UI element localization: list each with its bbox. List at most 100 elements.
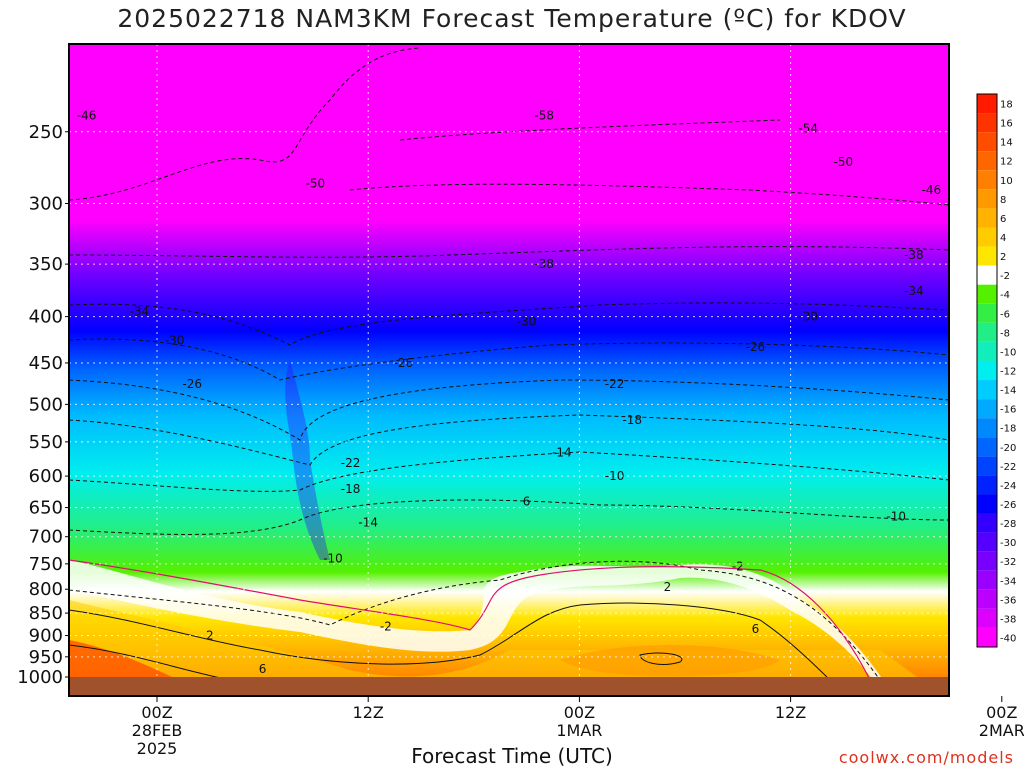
contour-line bbox=[69, 302, 949, 346]
colorbar-label: 8 bbox=[1000, 195, 1006, 206]
contour-line bbox=[69, 246, 949, 258]
colorbar-swatch bbox=[977, 589, 997, 609]
colorbar-swatch bbox=[977, 494, 997, 514]
contour-line bbox=[349, 183, 949, 206]
contour-label: -34 bbox=[904, 284, 924, 298]
colorbar-label: -36 bbox=[1000, 595, 1016, 606]
contour-line bbox=[69, 379, 949, 441]
colorbar-swatch bbox=[977, 475, 997, 495]
contour-label: -26 bbox=[394, 356, 414, 370]
warm-core-right bbox=[560, 645, 780, 677]
colorbar-label: -6 bbox=[1000, 309, 1010, 320]
credit-link[interactable]: coolwx.com/models bbox=[838, 748, 1014, 767]
contour-label: -22 bbox=[341, 456, 361, 470]
colorbar-label: 12 bbox=[1000, 157, 1013, 168]
x-axis-label: Forecast Time (UTC) bbox=[411, 744, 613, 768]
x-tick-label: 00Z bbox=[564, 703, 595, 722]
contour-label: -14 bbox=[552, 445, 572, 459]
x-tick-label: 00Z bbox=[141, 703, 172, 722]
contour-label: 6 bbox=[752, 622, 760, 636]
contour-line bbox=[69, 451, 949, 492]
colorbar-label: 16 bbox=[1000, 119, 1013, 130]
plot-fill-group bbox=[69, 44, 949, 696]
contour-label: -26 bbox=[746, 340, 766, 354]
colorbar-label: 2 bbox=[1000, 252, 1006, 263]
y-tick-label: 750 bbox=[29, 554, 63, 575]
x-tick-label: 00Z bbox=[986, 703, 1017, 722]
x-tick-label: 1MAR bbox=[556, 721, 602, 740]
contour-label: -58 bbox=[534, 109, 554, 123]
contour-label: 2 bbox=[664, 580, 672, 594]
colorbar-swatch bbox=[977, 341, 997, 361]
colorbar-swatch bbox=[977, 246, 997, 266]
colorbar-label: 18 bbox=[1000, 100, 1013, 111]
y-tick-label: 1000 bbox=[17, 667, 63, 688]
colorbar-swatch bbox=[977, 284, 997, 304]
colorbar-swatch bbox=[977, 303, 997, 323]
colorbar-label: 6 bbox=[1000, 214, 1006, 225]
contour-line bbox=[69, 499, 949, 535]
contour-label: -18 bbox=[622, 413, 642, 427]
x-tick-label: 12Z bbox=[353, 703, 384, 722]
chart-title: 2025022718 NAM3KM Forecast Temperature (… bbox=[117, 4, 907, 33]
colorbar-label: -2 bbox=[1000, 271, 1010, 282]
colorbar-swatch bbox=[977, 170, 997, 190]
contour-label: -18 bbox=[341, 482, 361, 496]
colorbar-swatch bbox=[977, 265, 997, 285]
colorbar-label: -32 bbox=[1000, 557, 1016, 568]
colorbar-label: -8 bbox=[1000, 328, 1010, 339]
ground-strip bbox=[69, 677, 949, 696]
colorbar-label: -12 bbox=[1000, 367, 1016, 378]
colorbar-swatch bbox=[977, 380, 997, 400]
y-tick-label: 850 bbox=[29, 603, 63, 624]
colorbar-swatch bbox=[977, 208, 997, 228]
contour-label: -14 bbox=[358, 515, 378, 529]
contour-label: -2 bbox=[380, 620, 392, 634]
colorbar-label: -10 bbox=[1000, 347, 1016, 358]
colorbar-swatch bbox=[977, 322, 997, 342]
contour-line bbox=[399, 119, 781, 141]
contour-label: 6 bbox=[523, 494, 531, 508]
contour-label: -10 bbox=[323, 552, 343, 566]
colorbar-label: -14 bbox=[1000, 386, 1016, 397]
contour-label: 2 bbox=[206, 629, 214, 643]
colorbar-swatch bbox=[977, 532, 997, 552]
colorbar-label: -28 bbox=[1000, 519, 1016, 530]
colorbar-label: 14 bbox=[1000, 138, 1013, 149]
colorbar-label: -30 bbox=[1000, 538, 1016, 549]
y-tick-label: 950 bbox=[29, 647, 63, 668]
contour-line bbox=[69, 414, 949, 466]
x-tick-label: 12Z bbox=[775, 703, 806, 722]
contour-line bbox=[69, 338, 949, 381]
contour-label: -46 bbox=[922, 183, 942, 197]
grid-group bbox=[69, 44, 1003, 677]
colorbar-swatch bbox=[977, 551, 997, 571]
freezing-line bbox=[69, 559, 871, 681]
colorbar-swatch bbox=[977, 570, 997, 590]
y-tick-label: 350 bbox=[29, 254, 63, 275]
colorbar-swatch bbox=[977, 627, 997, 647]
contour-label: -26 bbox=[182, 377, 202, 391]
y-tick-label: 700 bbox=[29, 527, 63, 548]
contour-label: -46 bbox=[77, 109, 97, 123]
contour-line bbox=[639, 652, 683, 665]
contour-label: -22 bbox=[605, 377, 625, 391]
colorbar-label: -18 bbox=[1000, 424, 1016, 435]
colorbar-label: -24 bbox=[1000, 481, 1016, 492]
colorbar-label: -34 bbox=[1000, 576, 1016, 587]
y-tick-label: 250 bbox=[29, 122, 63, 143]
colorbar-label: -4 bbox=[1000, 290, 1010, 301]
colorbar-swatch bbox=[977, 227, 997, 247]
x-tick-label: 2025 bbox=[137, 739, 178, 758]
y-tick-label: 550 bbox=[29, 432, 63, 453]
colorbar-label: -20 bbox=[1000, 443, 1016, 454]
y-tick-label: 400 bbox=[29, 307, 63, 328]
colorbar-swatch bbox=[977, 113, 997, 133]
contour-label: -34 bbox=[130, 305, 150, 319]
colorbar-swatch bbox=[977, 94, 997, 114]
colorbar: 18 16 14 12 10 8 6 4 2 -2 -4 -6 -8 -10 -12 -14 -16 -18 -20… bbox=[976, 93, 1016, 648]
colorbar-frame bbox=[976, 93, 998, 648]
y-tick-label: 450 bbox=[29, 353, 63, 374]
